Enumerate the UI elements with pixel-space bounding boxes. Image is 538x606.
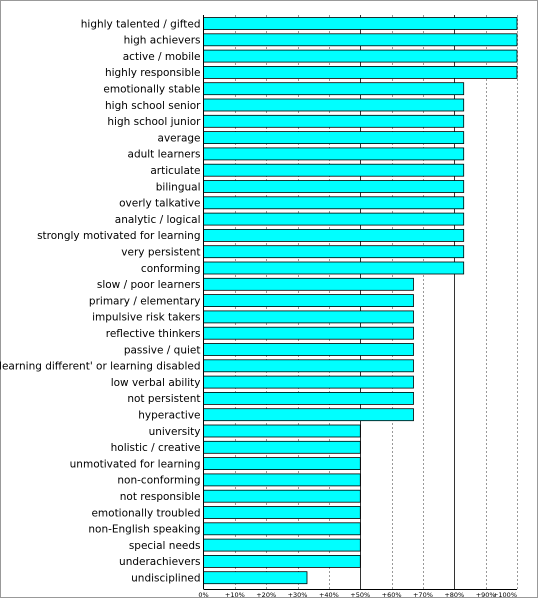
category-labels: highly talented / gifted high achievers ac… — [0, 18, 201, 584]
bar — [203, 408, 414, 422]
bar — [203, 196, 465, 210]
bar — [203, 49, 518, 63]
x-tick-label: +50% — [350, 591, 370, 599]
bars — [203, 17, 518, 585]
category-label: low verbal ability — [111, 377, 201, 389]
x-tick-label: +30% — [288, 591, 308, 599]
category-label: learning different' or learning disabled — [0, 361, 201, 373]
category-label: overly talkative — [119, 198, 200, 210]
bar — [203, 228, 465, 242]
bar — [203, 163, 465, 177]
bar — [203, 506, 361, 519]
x-tick-label: +20% — [256, 591, 276, 599]
category-label: special needs — [129, 540, 201, 552]
category-label: slow / poor learners — [97, 279, 201, 291]
bar — [203, 538, 361, 552]
category-label: not responsible — [120, 491, 201, 503]
category-label: average — [158, 132, 201, 144]
category-label: undisciplined — [131, 573, 200, 585]
category-label: holistic / creative — [111, 442, 201, 454]
bar — [203, 359, 414, 373]
category-label: hyperactive — [138, 410, 200, 422]
category-label: high school junior — [107, 116, 201, 128]
bar — [203, 326, 414, 340]
category-label: underachievers — [119, 556, 200, 568]
x-tick-label: +10% — [225, 591, 245, 599]
category-label: impulsive risk takers — [92, 312, 200, 324]
bar — [203, 571, 308, 585]
bar — [203, 424, 361, 438]
bar — [203, 98, 465, 112]
bar — [203, 310, 414, 324]
bar — [203, 180, 465, 193]
bar — [203, 82, 465, 96]
category-label: articulate — [150, 165, 200, 177]
x-tick-label: +60% — [382, 591, 402, 599]
bar — [203, 375, 414, 389]
bar — [203, 457, 361, 471]
category-label: primary / elementary — [89, 295, 201, 307]
bar — [203, 147, 465, 161]
category-label: non-English speaking — [88, 524, 200, 536]
category-label: highly talented / gifted — [81, 18, 201, 30]
x-tick-labels: 0% +10% +20% +30% +40% +50% +60% +70% +80% +90%+1… — [198, 591, 517, 599]
bar — [203, 522, 361, 536]
category-label: highly responsible — [105, 67, 201, 79]
category-label: not persistent — [127, 393, 200, 405]
category-label: university — [149, 426, 201, 438]
bar — [203, 294, 414, 308]
bar — [203, 245, 465, 259]
category-label: adult learners — [128, 149, 201, 161]
bar — [203, 343, 414, 356]
bar — [203, 555, 361, 568]
bar — [203, 440, 361, 454]
bar — [203, 489, 361, 503]
category-label: passive / quiet — [124, 344, 201, 356]
bar — [203, 391, 414, 405]
bar — [203, 277, 414, 291]
bar — [203, 17, 518, 30]
bar — [203, 212, 465, 226]
category-label: very persistent — [121, 247, 200, 259]
category-label: non-conforming — [117, 475, 200, 487]
bar — [203, 131, 465, 145]
x-tick-label: 0% — [198, 591, 208, 599]
x-tick-label: +70% — [413, 591, 433, 599]
x-tick-label: +100% — [493, 591, 517, 599]
category-label: active / mobile — [123, 51, 201, 63]
bar — [203, 66, 518, 79]
category-label: bilingual — [156, 181, 201, 193]
category-label: high school senior — [105, 100, 201, 112]
category-label: emotionally stable — [103, 84, 200, 96]
x-tick-label: +40% — [319, 591, 339, 599]
bar — [203, 473, 361, 487]
x-tick-label: +90% — [476, 591, 496, 599]
category-label: conforming — [141, 263, 201, 275]
category-label: high achievers — [124, 35, 201, 47]
category-label: strongly motivated for learning — [37, 230, 200, 242]
category-label: analytic / logical — [115, 214, 201, 226]
bar — [203, 261, 465, 275]
bar — [203, 33, 518, 47]
bar — [203, 114, 465, 128]
category-label: emotionally troubled — [91, 507, 200, 519]
category-label: reflective thinkers — [106, 328, 201, 340]
x-tick-label: +80% — [444, 591, 464, 599]
category-label: unmotivated for learning — [70, 458, 201, 470]
